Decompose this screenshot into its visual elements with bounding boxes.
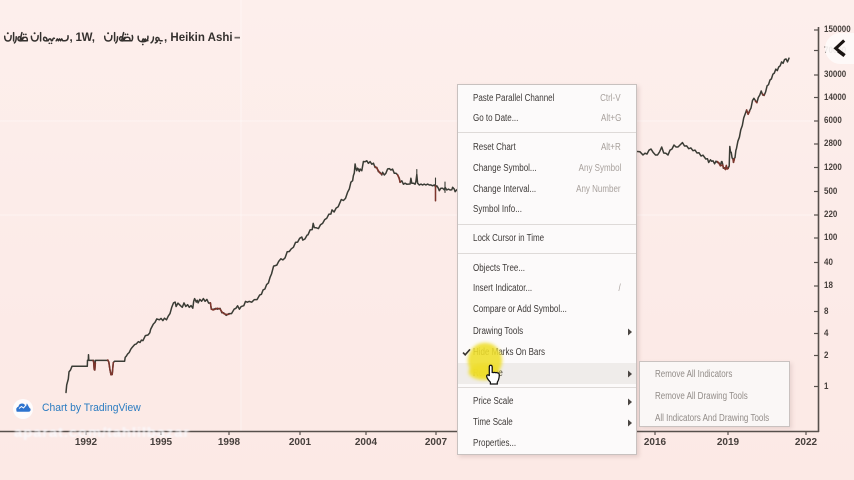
- svg-text:, Heikin Ashi: , Heikin Ashi: [164, 32, 233, 44]
- svg-text:, 1W,: , 1W,: [70, 32, 95, 44]
